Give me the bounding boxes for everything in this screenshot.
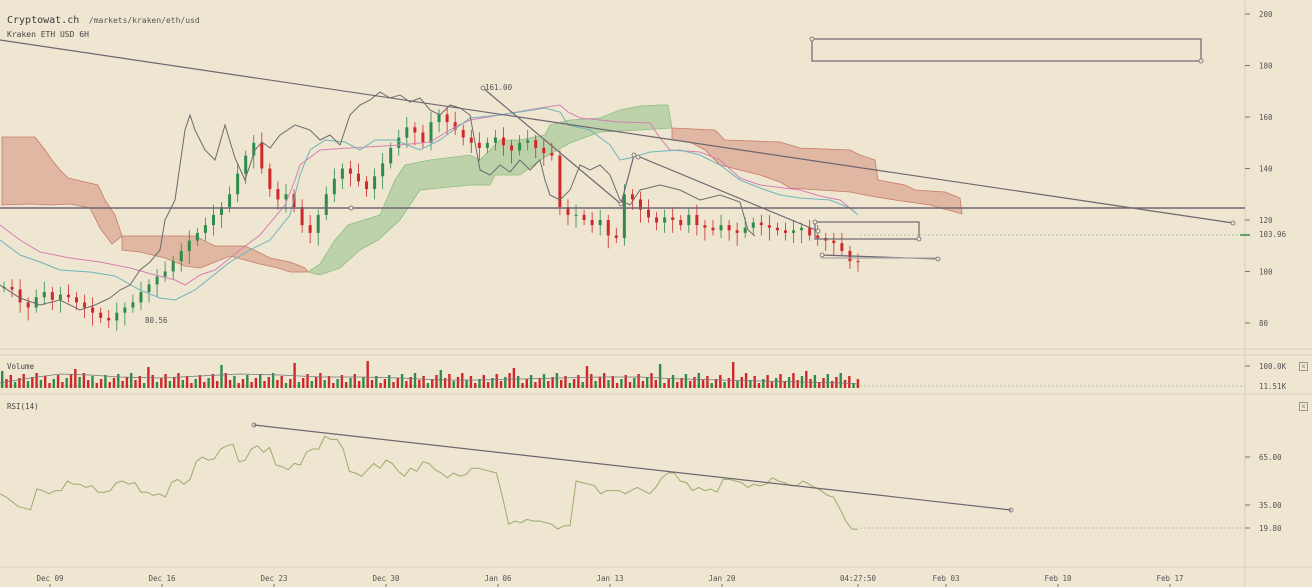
drawing-handles[interactable] [251,36,1236,513]
last-price-label: 103.96 [1259,230,1287,239]
rsi-line [0,435,859,530]
time-tick-label: Feb 03 [932,574,959,583]
volume-bars [1,361,860,388]
rsi-tick-label: 35.00 [1259,501,1282,510]
price-tick-label: 140 [1259,165,1273,174]
ichimoku-lines [0,91,859,311]
short-trendline [634,154,819,232]
rsi-pane-label: RSI(14) [7,402,39,411]
rsi-trendline [253,424,1012,511]
time-tick-label: Dec 30 [372,574,400,583]
time-tick-label: Dec 09 [36,574,63,583]
rsi-close-icon[interactable]: x [1299,402,1308,411]
time-axis[interactable]: Dec 09 Dec 16 Dec 23 Dec 30 Jan 06 Jan 13 Jan … [36,574,1184,587]
time-tick-label: Dec 23 [260,574,287,583]
time-tick-label: Dec 16 [148,574,176,583]
market-path[interactable]: /markets/kraken/eth/usd [88,16,200,25]
market-label: Kraken ETH USD 6H [7,30,89,39]
price-tick-label: 80 [1259,319,1269,328]
time-tick-label: Jan 13 [596,574,623,583]
rsi-tick-label: 19.80 [1259,524,1282,533]
price-tick-label: 120 [1259,216,1273,225]
price-tick-label: 100 [1259,268,1273,277]
volume-tick-label: 100.0K [1259,362,1287,371]
price-axis[interactable]: 200 180 160 140 120 100 80 103.96 100.0K 11.51K 65… [1240,10,1287,533]
trendline-drawings[interactable] [0,38,1245,260]
volume-pane-label: Volume [7,362,35,371]
brand-logo[interactable]: Cryptowat.ch [7,15,80,26]
target-box-top [811,38,1202,62]
time-tick-label: Feb 17 [1156,574,1183,583]
time-tick-label: Jan 06 [484,574,512,583]
volume-close-icon[interactable]: x [1299,362,1308,371]
main-trendline [0,39,1234,224]
time-tick-label: Feb 10 [1044,574,1072,583]
price-candles [2,106,860,331]
high-annotation: 161.00 [485,83,513,92]
time-tick-label: 04:27:50 [840,574,877,583]
down-trendline [482,87,622,205]
time-tick-label: Jan 20 [708,574,736,583]
target-box-low [814,221,920,240]
ichimoku-cloud [1,104,963,276]
low-annotation: 80.56 [145,316,168,325]
volume-last-label: 11.51K [1259,382,1287,391]
chart-header: Cryptowat.ch /markets/kraken/eth/usd Kra… [7,8,200,39]
price-tick-label: 200 [1259,10,1273,19]
zigzag-line [620,154,635,205]
price-tick-label: 160 [1259,113,1273,122]
price-tick-label: 180 [1259,62,1273,71]
rsi-tick-label: 65.00 [1259,453,1282,462]
volume-ma-line [0,373,859,385]
